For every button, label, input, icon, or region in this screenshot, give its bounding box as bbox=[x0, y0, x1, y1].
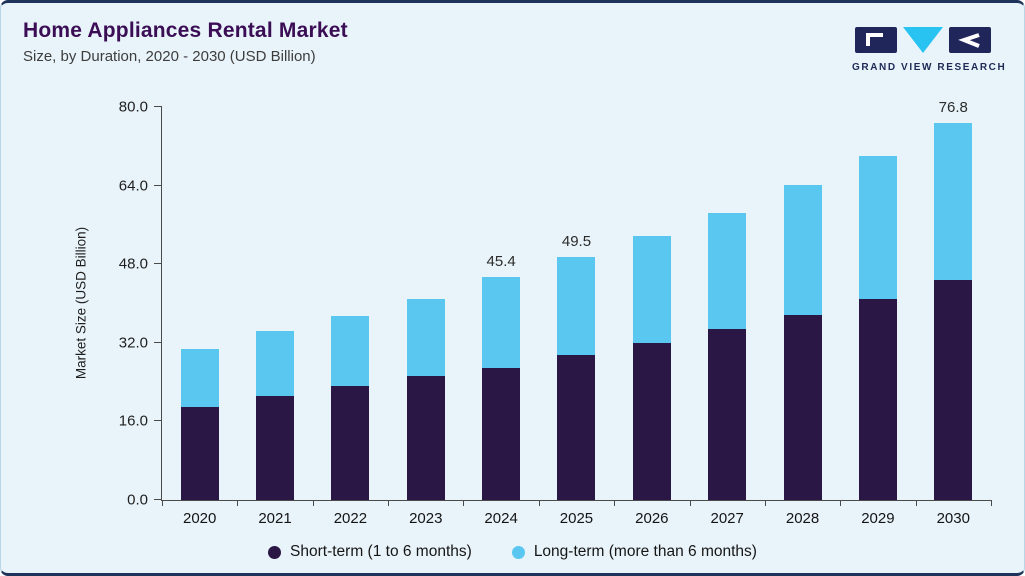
x-axis-label: 2021 bbox=[258, 510, 292, 527]
x-axis-label: 2028 bbox=[785, 510, 820, 527]
chart-header: Home Appliances Rental Market Size, by D… bbox=[23, 19, 348, 65]
y-tick-mark bbox=[154, 420, 162, 422]
bar-segment-short-term bbox=[557, 355, 596, 500]
legend-label: Long-term (more than 6 months) bbox=[533, 543, 757, 560]
bar-segment-short-term bbox=[708, 329, 747, 500]
y-tick-label: 80.0 bbox=[118, 98, 148, 116]
bar-value-label: 49.5 bbox=[561, 232, 592, 250]
legend-item-short-term: Short-term (1 to 6 months) bbox=[268, 543, 472, 561]
bar-segment-long-term bbox=[708, 212, 747, 330]
bar-segment-short-term bbox=[256, 395, 295, 500]
bar-value-label: 45.4 bbox=[486, 253, 516, 270]
page-title: Home Appliances Rental Market bbox=[23, 19, 348, 42]
bar-stack bbox=[406, 298, 445, 500]
bar-stack bbox=[482, 277, 521, 500]
bar-stack bbox=[783, 185, 822, 500]
bar-segment-short-term bbox=[406, 375, 445, 500]
x-tick-mark bbox=[840, 500, 842, 506]
bar-segment-short-term bbox=[331, 386, 370, 500]
bar-segment-long-term bbox=[331, 315, 370, 387]
bar-group-2029: 2029 bbox=[840, 107, 915, 527]
bar-group-2023: 2023 bbox=[388, 107, 463, 527]
bar-segment-long-term bbox=[858, 156, 897, 299]
page-subtitle: Size, by Duration, 2020 - 2030 (USD Bill… bbox=[23, 48, 316, 65]
x-tick-mark bbox=[463, 500, 465, 506]
x-tick-mark bbox=[162, 500, 163, 506]
x-axis-label: 2027 bbox=[710, 510, 744, 527]
bar-stack bbox=[858, 156, 897, 500]
bar-group-2026: 2026 bbox=[614, 107, 689, 527]
bar-segment-long-term bbox=[557, 256, 596, 356]
bar-segment-short-term bbox=[632, 342, 671, 500]
x-tick-mark bbox=[991, 500, 992, 506]
x-axis-label: 2024 bbox=[484, 510, 518, 527]
bar-segment-long-term bbox=[180, 348, 219, 407]
bar-stack bbox=[708, 212, 747, 500]
bar-segment-long-term bbox=[934, 122, 973, 280]
bar-value-label: 76.8 bbox=[938, 98, 968, 116]
y-tick-mark bbox=[154, 499, 162, 500]
bar-segment-long-term bbox=[783, 185, 822, 316]
bar-group-2028: 2028 bbox=[765, 107, 840, 527]
y-tick-mark bbox=[154, 341, 162, 343]
bar-group-2027: 2027 bbox=[690, 107, 765, 527]
long-term-legend-dot-icon bbox=[511, 545, 525, 559]
x-axis-label: 2030 bbox=[936, 510, 970, 527]
y-tick-mark bbox=[154, 263, 162, 265]
x-axis-label: 2022 bbox=[333, 510, 368, 527]
plot-area: 2020 2021 2022 2023 45.4 2024 49.5 2025 2026 2027… bbox=[119, 99, 992, 527]
bar-group-2020: 2020 bbox=[162, 107, 237, 527]
y-tick-mark bbox=[154, 184, 162, 186]
short-term-legend-dot-icon bbox=[268, 545, 282, 559]
logo-mark-icon bbox=[855, 27, 991, 53]
x-tick-mark bbox=[538, 500, 540, 506]
x-tick-mark bbox=[915, 500, 917, 506]
bar-stack bbox=[632, 235, 671, 500]
bar-segment-long-term bbox=[406, 298, 445, 376]
y-tick-label: 48.0 bbox=[118, 255, 148, 273]
y-tick-label: 32.0 bbox=[118, 334, 148, 352]
grand-view-research-logo: GRAND VIEW RESEARCH bbox=[852, 27, 1007, 73]
bar-stack bbox=[934, 122, 973, 500]
x-axis-label: 2023 bbox=[409, 510, 443, 527]
x-axis-label: 2020 bbox=[182, 510, 217, 527]
bar-stack bbox=[180, 348, 219, 500]
y-tick-label: 0.0 bbox=[127, 491, 148, 509]
bar-segment-long-term bbox=[256, 330, 295, 396]
bar-segment-short-term bbox=[858, 298, 897, 500]
bar-stack bbox=[331, 315, 370, 500]
x-axis-label: 2025 bbox=[559, 510, 594, 527]
y-axis-title: Market Size (USD Billion) bbox=[73, 226, 89, 380]
bar-group-2025: 49.5 2025 bbox=[539, 107, 614, 527]
bars-container: 2020 2021 2022 2023 45.4 2024 49.5 2025 2026 2027… bbox=[162, 99, 991, 527]
x-tick-mark bbox=[237, 500, 239, 506]
logo-text: GRAND VIEW RESEARCH bbox=[852, 62, 1007, 73]
bar-group-2022: 2022 bbox=[313, 107, 388, 527]
bar-segment-short-term bbox=[934, 279, 973, 500]
x-tick-mark bbox=[388, 500, 390, 506]
bar-stack bbox=[557, 256, 596, 500]
y-tick-label: 64.0 bbox=[118, 177, 148, 195]
bar-segment-short-term bbox=[180, 406, 219, 500]
x-tick-mark bbox=[614, 500, 616, 506]
bar-group-2021: 2021 bbox=[237, 107, 312, 527]
x-tick-mark bbox=[312, 500, 314, 506]
y-tick-mark bbox=[154, 106, 162, 107]
legend-label: Short-term (1 to 6 months) bbox=[290, 543, 472, 560]
bar-segment-short-term bbox=[783, 315, 822, 500]
y-tick-label: 16.0 bbox=[118, 412, 148, 430]
bar-segment-long-term bbox=[632, 235, 671, 343]
chart-legend: Short-term (1 to 6 months) Long-term (mo… bbox=[1, 543, 1024, 561]
x-tick-mark bbox=[689, 500, 691, 506]
bar-segment-short-term bbox=[482, 368, 521, 500]
bar-group-2030: 76.8 2030 bbox=[916, 99, 991, 527]
bar-segment-long-term bbox=[482, 277, 521, 369]
bar-group-2024: 45.4 2024 bbox=[463, 107, 538, 527]
bar-stack bbox=[256, 330, 295, 500]
x-axis-label: 2026 bbox=[635, 510, 669, 527]
x-axis-label: 2029 bbox=[861, 510, 895, 527]
legend-item-long-term: Long-term (more than 6 months) bbox=[511, 543, 757, 561]
x-tick-mark bbox=[764, 500, 766, 506]
